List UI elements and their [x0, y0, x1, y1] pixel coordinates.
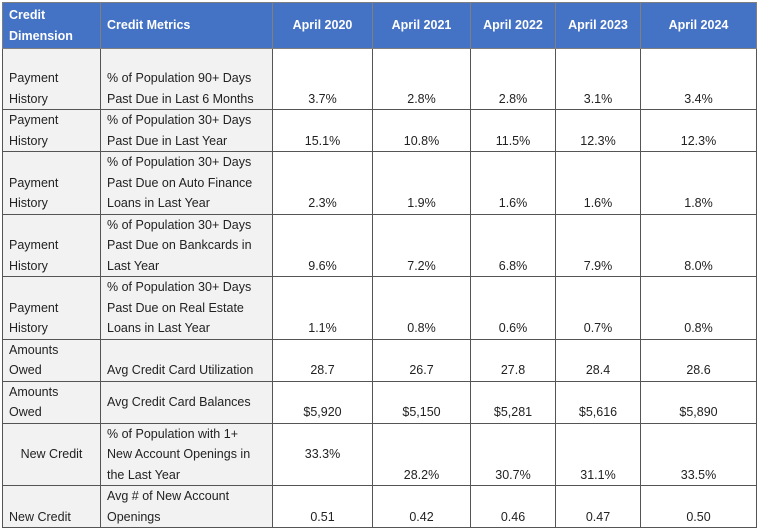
dimension-cell: Amounts Owed	[2, 380, 101, 424]
value-cell: 28.2%	[372, 422, 471, 486]
dimension-cell: Payment History	[2, 109, 101, 152]
header-period: April 2020	[272, 2, 373, 49]
value-cell: 0.42	[372, 485, 471, 528]
dimension-cell: Amounts Owed	[2, 338, 101, 382]
value-cell: 6.8%	[470, 213, 556, 277]
value-cell: 0.51	[272, 485, 373, 528]
header-period: April 2021	[372, 2, 471, 49]
value-cell: 0.6%	[470, 276, 556, 340]
value-cell: 33.3%	[272, 422, 373, 486]
value-cell: 0.8%	[372, 276, 471, 340]
table-row: Payment History% of Population 30+ Days …	[2, 109, 757, 152]
value-cell: 2.8%	[372, 48, 471, 110]
value-cell: 26.7	[372, 338, 471, 382]
value-cell: 12.3%	[640, 109, 757, 152]
metric-cell: Avg # of New Account Openings	[100, 485, 273, 528]
value-cell: 3.7%	[272, 48, 373, 110]
value-cell: 15.1%	[272, 109, 373, 152]
value-cell: 1.6%	[470, 151, 556, 215]
value-cell: 8.0%	[640, 213, 757, 277]
value-cell: 2.3%	[272, 151, 373, 215]
dimension-cell: Payment History	[2, 276, 101, 340]
value-cell: 0.8%	[640, 276, 757, 340]
metric-cell: Avg Credit Card Balances	[100, 380, 273, 424]
metric-cell: % of Population 30+ Days Past Due on Aut…	[100, 151, 273, 215]
table-row: Amounts Owed Avg Credit Card Balances $5,9…	[2, 380, 757, 424]
metric-cell: % of Population with 1+ New Account Open…	[100, 422, 273, 486]
value-cell: 27.8	[470, 338, 556, 382]
header-row: Credit Dimension Credit Metrics April 20…	[2, 2, 757, 49]
metric-cell: Avg Credit Card Utilization	[100, 338, 273, 382]
value-cell: 30.7%	[470, 422, 556, 486]
value-cell: 31.1%	[555, 422, 641, 486]
value-cell: 33.5%	[640, 422, 757, 486]
table-row: Payment History% of Population 30+ Days …	[2, 151, 757, 215]
dimension-cell: Payment History	[2, 151, 101, 215]
value-cell: 10.8%	[372, 109, 471, 152]
value-cell: 28.6	[640, 338, 757, 382]
value-cell: 0.7%	[555, 276, 641, 340]
value-cell: 28.7	[272, 338, 373, 382]
value-cell: 2.8%	[470, 48, 556, 110]
metric-cell: % of Population 30+ Days Past Due in Las…	[100, 109, 273, 152]
value-cell: 0.46	[470, 485, 556, 528]
table-row: Payment History% of Population 90+ Days …	[2, 48, 757, 110]
metric-cell: % of Population 30+ Days Past Due on Ban…	[100, 213, 273, 277]
value-cell: 11.5%	[470, 109, 556, 152]
value-cell: $5,890	[640, 380, 757, 424]
value-cell: $5,616	[555, 380, 641, 424]
value-cell: 1.1%	[272, 276, 373, 340]
table-row: Amounts Owed Avg Credit Card Utilization 2…	[2, 338, 757, 382]
value-cell: 1.6%	[555, 151, 641, 215]
value-cell: 3.4%	[640, 48, 757, 110]
value-cell: 7.2%	[372, 213, 471, 277]
value-cell: 1.8%	[640, 151, 757, 215]
header-metrics: Credit Metrics	[100, 2, 273, 49]
header-period: April 2024	[640, 2, 757, 49]
header-period: April 2022	[470, 2, 556, 49]
value-cell: 0.47	[555, 485, 641, 528]
value-cell: 3.1%	[555, 48, 641, 110]
dimension-cell: New Credit	[2, 422, 101, 486]
value-cell: 0.50	[640, 485, 757, 528]
metric-cell: % of Population 30+ Days Past Due on Rea…	[100, 276, 273, 340]
table-row: New Credit Avg # of New Account Openings 0…	[2, 485, 757, 528]
value-cell: $5,150	[372, 380, 471, 424]
value-cell: 28.4	[555, 338, 641, 382]
table-row: Payment History% of Population 30+ Days …	[2, 276, 757, 340]
table-row: Payment History% of Population 30+ Days …	[2, 213, 757, 277]
dimension-cell: Payment History	[2, 213, 101, 277]
value-cell: 1.9%	[372, 151, 471, 215]
value-cell: 7.9%	[555, 213, 641, 277]
table-body: Payment History% of Population 90+ Days …	[2, 48, 757, 528]
value-cell: $5,920	[272, 380, 373, 424]
dimension-cell: New Credit	[2, 485, 101, 528]
metric-cell: % of Population 90+ Days Past Due in Las…	[100, 48, 273, 110]
header-dimension: Credit Dimension	[2, 2, 101, 49]
value-cell: 9.6%	[272, 213, 373, 277]
table-row: New Credit% of Population with 1+ New Ac…	[2, 422, 757, 486]
dimension-cell: Payment History	[2, 48, 101, 110]
value-cell: 12.3%	[555, 109, 641, 152]
value-cell: $5,281	[470, 380, 556, 424]
header-period: April 2023	[555, 2, 641, 49]
